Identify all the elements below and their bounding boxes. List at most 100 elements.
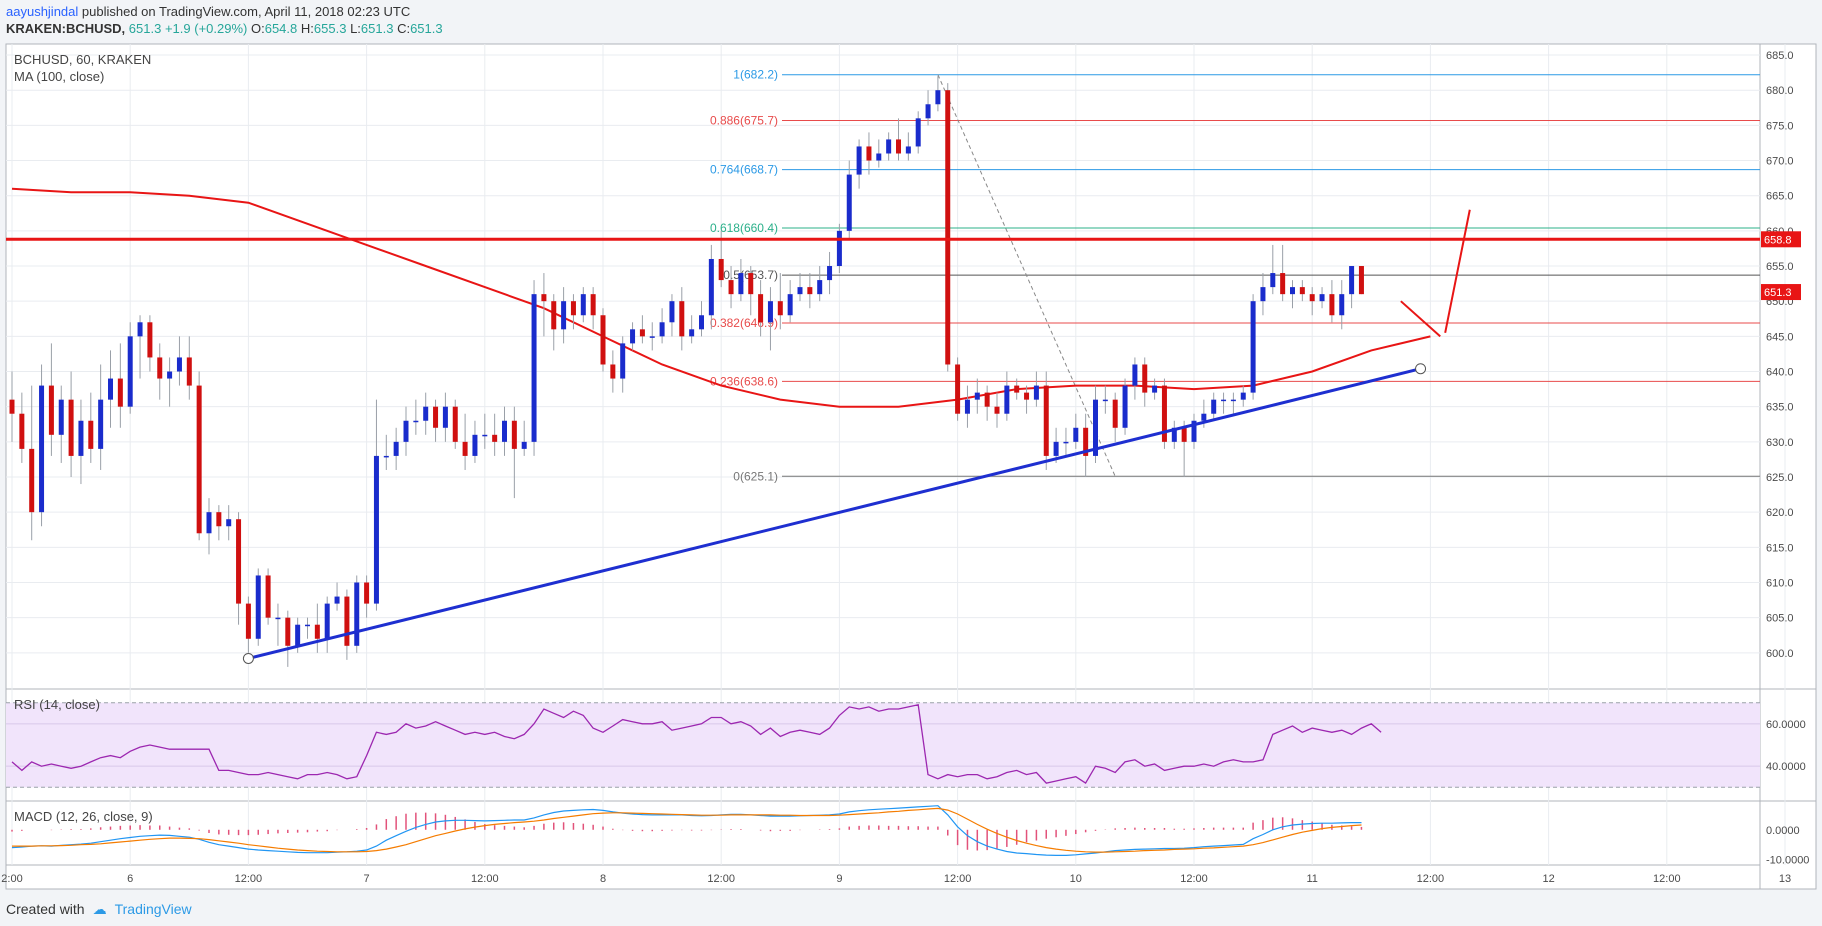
x-tick-label: 12:00 bbox=[944, 873, 972, 885]
y-tick-label: 670.0 bbox=[1766, 156, 1794, 168]
candle-body bbox=[226, 519, 232, 527]
candle-body bbox=[836, 230, 842, 267]
candle-body bbox=[600, 315, 606, 365]
candle-body bbox=[1161, 385, 1167, 442]
candle-body bbox=[393, 441, 399, 456]
candle-body bbox=[856, 146, 862, 175]
candle-body bbox=[1290, 287, 1295, 295]
candle-body bbox=[905, 146, 911, 154]
candle-body bbox=[1358, 266, 1364, 295]
x-tick-label: 7 bbox=[364, 873, 370, 885]
candle-body bbox=[1014, 385, 1020, 393]
candle-body bbox=[88, 420, 94, 449]
macd-legend: MACD (12, 26, close, 9) bbox=[14, 809, 153, 824]
y-tick-label: 675.0 bbox=[1766, 120, 1794, 132]
candle-body bbox=[295, 624, 301, 646]
x-tick-label: 13 bbox=[1779, 873, 1791, 885]
candle-body bbox=[1309, 294, 1315, 302]
candle-body bbox=[984, 392, 990, 407]
fib-level-label: 1(682.2) bbox=[733, 68, 778, 82]
candle-body bbox=[167, 371, 173, 379]
candle-body bbox=[1240, 392, 1246, 400]
candle-body bbox=[945, 90, 951, 365]
candle-body bbox=[886, 139, 892, 154]
tradingview-brand[interactable]: TradingView bbox=[114, 901, 192, 917]
symbol-label: KRAKEN:BCHUSD, bbox=[6, 21, 126, 36]
candle-body bbox=[452, 406, 458, 442]
candle-body bbox=[1191, 420, 1197, 442]
candle-body bbox=[1142, 364, 1148, 393]
y-tick-label: 645.0 bbox=[1766, 331, 1794, 343]
candle-body bbox=[1132, 364, 1138, 386]
candle-body bbox=[117, 378, 123, 407]
fib-swing-line bbox=[937, 74, 1116, 477]
last-price: 651.3 bbox=[128, 21, 162, 36]
candle-body bbox=[383, 455, 389, 458]
candle-body bbox=[748, 273, 754, 295]
candle-body bbox=[846, 174, 852, 231]
candle-body bbox=[344, 596, 350, 646]
candle-body bbox=[1299, 287, 1305, 295]
candle-body bbox=[1329, 294, 1335, 316]
candle-body bbox=[1349, 266, 1355, 295]
candle-body bbox=[669, 301, 675, 323]
rsi-tick-label: 60.0000 bbox=[1766, 719, 1806, 731]
trendline-anchor bbox=[1415, 363, 1427, 375]
y-tick-label: 680.0 bbox=[1766, 85, 1794, 97]
y-tick-label: 625.0 bbox=[1766, 472, 1794, 484]
candle-body bbox=[1112, 399, 1118, 428]
candle-body bbox=[1211, 399, 1217, 414]
candle-body bbox=[492, 434, 498, 442]
candle-body bbox=[1221, 399, 1227, 402]
ma-legend: MA (100, close) bbox=[14, 69, 104, 84]
macd-tick-label: 0.0000 bbox=[1766, 825, 1800, 837]
candle-body bbox=[196, 385, 202, 534]
close-value: 651.3 bbox=[410, 21, 443, 36]
candle-body bbox=[236, 519, 242, 604]
rsi-band bbox=[6, 702, 1760, 788]
published-text: published on TradingView.com, April 11, … bbox=[78, 4, 411, 19]
publish-line: aayushjindal published on TradingView.co… bbox=[6, 4, 410, 19]
candle-body bbox=[1230, 399, 1236, 402]
candle-body bbox=[285, 617, 291, 646]
candle-body bbox=[1063, 441, 1069, 444]
candle-body bbox=[255, 575, 261, 639]
candle-body bbox=[403, 420, 409, 442]
candle-body bbox=[502, 420, 507, 442]
y-tick-label: 685.0 bbox=[1766, 50, 1794, 62]
ohlc-line: KRAKEN:BCHUSD, 651.3 +1.9 (+0.29%) O:654… bbox=[6, 21, 443, 36]
candle-body bbox=[728, 280, 734, 295]
candle-body bbox=[1122, 385, 1128, 428]
candle-body bbox=[1250, 301, 1256, 393]
candle-body bbox=[787, 294, 793, 316]
candle-body bbox=[994, 406, 1000, 414]
candle-body bbox=[511, 420, 517, 449]
candle-body bbox=[1004, 385, 1010, 414]
price-change: +1.9 (+0.29%) bbox=[164, 21, 248, 36]
candle-body bbox=[48, 385, 54, 435]
candle-body bbox=[1102, 399, 1108, 402]
candle-body bbox=[718, 258, 724, 281]
candle-body bbox=[610, 364, 616, 379]
candle-body bbox=[433, 406, 439, 428]
candle-body bbox=[807, 287, 813, 295]
candle-body bbox=[275, 617, 281, 620]
candle-body bbox=[1024, 392, 1030, 400]
candle-body bbox=[551, 301, 557, 330]
rsi-tick-label: 40.0000 bbox=[1766, 761, 1806, 773]
candle-body bbox=[462, 441, 468, 456]
y-tick-label: 640.0 bbox=[1766, 367, 1794, 379]
y-tick-label: 610.0 bbox=[1766, 578, 1794, 590]
candle-body bbox=[68, 399, 74, 456]
y-tick-label: 615.0 bbox=[1766, 542, 1794, 554]
author-link[interactable]: aayushjindal bbox=[6, 4, 79, 19]
candle-body bbox=[78, 420, 84, 456]
candle-body bbox=[324, 603, 330, 639]
fib-level-label: 0.236(638.6) bbox=[710, 374, 778, 388]
x-tick-label: 12:00 bbox=[1180, 873, 1208, 885]
x-tick-label: 12 bbox=[1542, 873, 1554, 885]
rsi-pane: 40.0000 60.0000 bbox=[6, 702, 1806, 788]
candle-body bbox=[570, 301, 576, 316]
candle-body bbox=[176, 357, 182, 372]
